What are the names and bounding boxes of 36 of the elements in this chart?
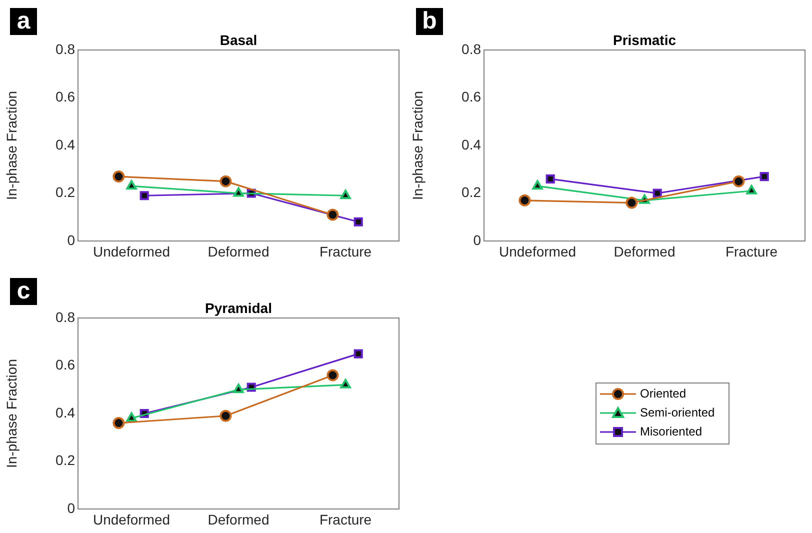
y-tick-label: 0.8 bbox=[56, 40, 76, 57]
y-tick-label: 0.6 bbox=[462, 88, 482, 105]
y-tick-label: 0.2 bbox=[56, 452, 76, 468]
legend-label: Oriented bbox=[640, 386, 686, 400]
text: c bbox=[16, 278, 30, 305]
text: a bbox=[16, 8, 31, 35]
x-tick-label: Deformed bbox=[208, 243, 270, 260]
x-tick-label: Deformed bbox=[614, 243, 676, 260]
y-tick-label: 0.2 bbox=[462, 184, 482, 200]
y-tick-label: 0.2 bbox=[56, 184, 76, 200]
y-axis-title: In-phase Fraction bbox=[3, 91, 20, 200]
x-tick-label: Fracture bbox=[319, 243, 372, 260]
x-tick-label: Fracture bbox=[725, 243, 778, 260]
y-axis-title: In-phase Fraction bbox=[409, 91, 426, 200]
y-tick-label: 0.6 bbox=[56, 88, 76, 105]
y-axis-title: In-phase Fraction bbox=[3, 359, 20, 468]
y-tick-label: 0.6 bbox=[56, 356, 76, 373]
y-tick-label: 0 bbox=[473, 232, 482, 248]
x-tick-label: Undeformed bbox=[92, 243, 170, 260]
x-tick-label: Deformed bbox=[208, 511, 270, 528]
x-tick-label: Undeformed bbox=[498, 243, 576, 260]
text: b bbox=[422, 8, 437, 35]
y-tick-label: 0 bbox=[67, 500, 76, 516]
y-tick-label: 0.8 bbox=[462, 40, 482, 57]
legend-label: Misoriented bbox=[640, 424, 702, 438]
y-tick-label: 0.4 bbox=[56, 404, 76, 420]
y-tick-label: 0.8 bbox=[56, 308, 76, 325]
y-tick-label: 0 bbox=[67, 232, 76, 248]
chart-title: Prismatic bbox=[612, 32, 676, 48]
chart-title: Pyramidal bbox=[205, 300, 272, 316]
chart-title: Basal bbox=[220, 32, 258, 48]
y-tick-label: 0.4 bbox=[56, 136, 76, 152]
x-tick-label: Fracture bbox=[319, 511, 372, 528]
x-tick-label: Undeformed bbox=[92, 511, 170, 528]
legend-label: Semi-oriented bbox=[640, 405, 715, 420]
y-tick-label: 0.4 bbox=[462, 136, 482, 152]
